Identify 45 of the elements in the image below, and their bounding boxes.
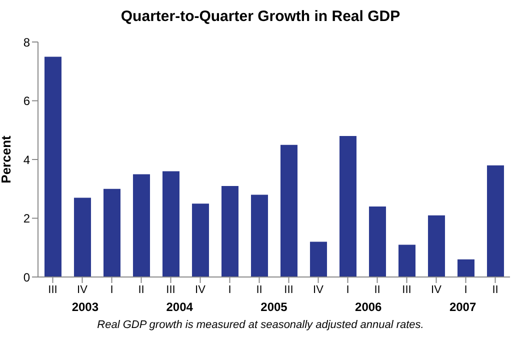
bar	[280, 144, 298, 277]
bar	[192, 204, 209, 277]
bar	[132, 174, 150, 277]
text: 2005	[260, 300, 288, 314]
y-axis-title: Percent	[0, 134, 14, 184]
bar	[428, 215, 445, 277]
x-tick-label: III	[48, 284, 58, 296]
bar	[162, 171, 180, 277]
x-tick-label: II	[492, 284, 498, 296]
x-tick-label: I	[110, 284, 114, 296]
x-tick-label: IV	[195, 284, 206, 296]
x-tick-label: I	[346, 284, 350, 296]
bar	[339, 136, 356, 277]
x-tick-label: IV	[431, 284, 442, 296]
x-tick-label: II	[374, 284, 380, 296]
bar	[103, 188, 120, 277]
y-tick-label: 2	[23, 212, 30, 226]
x-tick-label: II	[256, 284, 262, 296]
text: Real GDP growth is measured at seasonally adjusted annual rates.	[96, 319, 425, 331]
bar	[368, 206, 386, 277]
bar	[221, 186, 238, 277]
x-tick-label: IV	[77, 284, 88, 296]
bar	[250, 194, 268, 277]
x-tick-label: IV	[313, 284, 324, 296]
bar	[74, 198, 91, 277]
bar	[486, 165, 504, 277]
x-tick-label: III	[166, 284, 176, 296]
y-tick-label: 8	[23, 35, 30, 50]
y-tick-label: 4	[23, 152, 30, 167]
text: 2004	[165, 300, 194, 314]
bar	[457, 259, 474, 277]
text: 2003	[70, 300, 100, 314]
chart-title: Quarter-to-Quarter Growth in Real GDP	[120, 8, 402, 25]
x-tick-label: III	[402, 284, 412, 296]
bar	[310, 242, 327, 277]
y-tick-label: 0	[23, 270, 30, 284]
text: 2006	[354, 300, 383, 314]
bar	[44, 56, 62, 277]
text: 2007	[448, 300, 478, 314]
x-tick-label: III	[284, 284, 294, 296]
bar	[398, 244, 416, 277]
x-tick-label: I	[228, 284, 232, 296]
x-tick-label: II	[138, 284, 144, 296]
y-tick-label: 6	[23, 94, 30, 108]
x-tick-label: I	[464, 284, 468, 296]
